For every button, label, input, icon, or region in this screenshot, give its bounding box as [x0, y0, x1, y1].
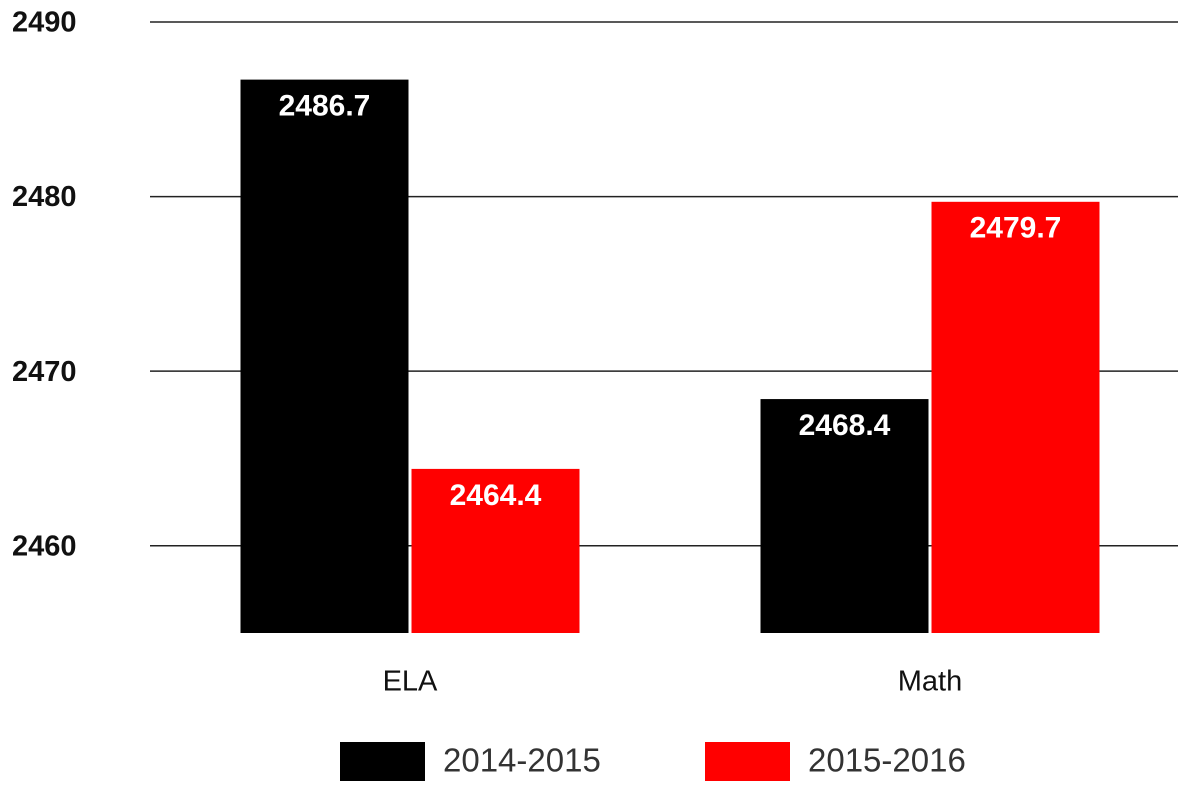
x-tick-label: ELA	[383, 666, 438, 698]
legend-swatch	[705, 742, 790, 781]
bar	[760, 399, 929, 633]
bar	[931, 201, 1100, 633]
y-tick-label: 2470	[12, 356, 77, 388]
bar	[240, 79, 409, 633]
value-label: 2464.4	[450, 479, 542, 512]
value-label: 2486.7	[279, 90, 371, 123]
value-label: 2468.4	[799, 409, 891, 442]
y-tick-label: 2490	[12, 7, 77, 39]
bar	[411, 468, 580, 633]
legend-label: 2015-2016	[808, 742, 966, 779]
legend-swatch	[340, 742, 425, 781]
y-tick-label: 2480	[12, 181, 77, 213]
y-tick-label: 2460	[12, 530, 77, 562]
value-label: 2479.7	[970, 212, 1062, 245]
x-tick-label: Math	[898, 666, 962, 698]
legend-label: 2014-2015	[443, 742, 601, 779]
